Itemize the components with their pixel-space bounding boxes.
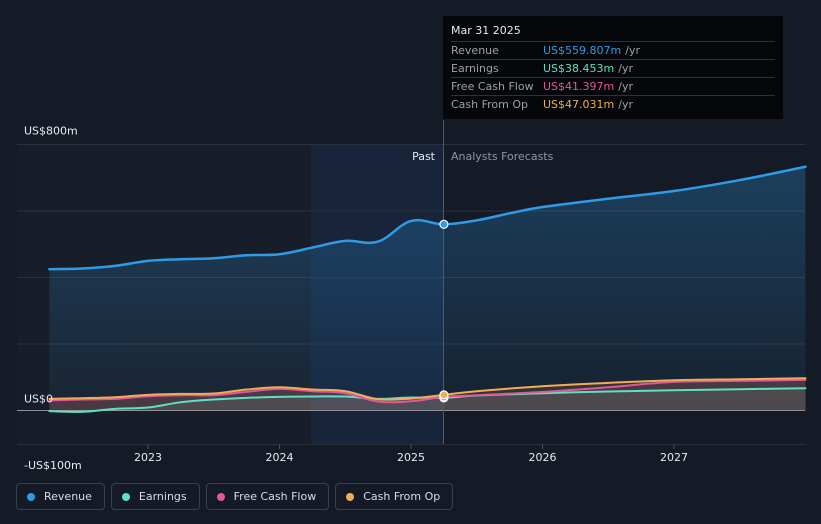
tooltip-date: Mar 31 2025	[451, 24, 521, 37]
tooltip-row-free-cash-flow: Free Cash Flow US$41.397m /yr	[451, 77, 775, 95]
legend-dot-icon	[121, 492, 130, 501]
y-tick-label: US$0	[24, 393, 53, 406]
x-tick-label: 2025	[397, 451, 425, 464]
tooltip-label: Free Cash Flow	[451, 80, 534, 93]
tooltip: Mar 31 2025 Revenue US$559.807m /yr Earn…	[443, 16, 783, 119]
x-tick-label: 2026	[529, 451, 557, 464]
tooltip-label: Earnings	[451, 62, 499, 75]
forecast-label: Analysts Forecasts	[451, 150, 554, 163]
x-tick-label: 2023	[134, 451, 162, 464]
tooltip-value: US$559.807m	[543, 44, 622, 57]
series-line-earnings	[48, 387, 807, 413]
tooltip-row-revenue: Revenue US$559.807m /yr	[451, 41, 775, 59]
tooltip-label: Revenue	[451, 44, 499, 57]
x-tick-label: 2024	[266, 451, 294, 464]
legend-dot-icon	[216, 492, 225, 501]
tooltip-value: US$41.397m	[543, 80, 615, 93]
tooltip-row-cash-from-op: Cash From Op US$47.031m /yr	[451, 95, 775, 113]
tooltip-unit: /yr	[618, 80, 633, 93]
tooltip-label: Cash From Op	[451, 98, 529, 111]
series-marker	[439, 219, 449, 229]
series-line-cash-from-op	[48, 377, 807, 401]
legend-dot-icon	[27, 492, 35, 501]
y-tick-label: US$800m	[24, 125, 78, 138]
legend-item-earnings[interactable]: Earnings	[110, 483, 200, 510]
legend-item-free-cash-flow[interactable]: Free Cash Flow	[205, 483, 330, 510]
legend-item-revenue[interactable]: Revenue	[16, 483, 105, 510]
series-line-revenue	[48, 165, 807, 271]
series-line-free-cash-flow	[48, 378, 807, 404]
tooltip-value: US$47.031m	[543, 98, 615, 111]
legend: Revenue Earnings Free Cash Flow Cash Fro…	[16, 483, 454, 510]
x-tick-label: 2027	[660, 451, 688, 464]
legend-label: Revenue	[44, 490, 92, 503]
legend-label: Free Cash Flow	[233, 490, 317, 503]
legend-label: Cash From Op	[363, 490, 441, 503]
tooltip-unit: /yr	[625, 44, 640, 57]
tooltip-value: US$38.453m	[543, 62, 615, 75]
tooltip-row-earnings: Earnings US$38.453m /yr	[451, 59, 775, 77]
tooltip-unit: /yr	[618, 62, 633, 75]
past-label: Past	[412, 150, 436, 163]
tooltip-unit: /yr	[618, 98, 633, 111]
legend-item-cash-from-op[interactable]: Cash From Op	[335, 483, 454, 510]
y-tick-label: -US$100m	[24, 459, 82, 472]
revenue-area	[49, 166, 806, 411]
series-marker	[439, 390, 449, 400]
legend-dot-icon	[346, 492, 355, 501]
legend-label: Earnings	[138, 490, 187, 503]
